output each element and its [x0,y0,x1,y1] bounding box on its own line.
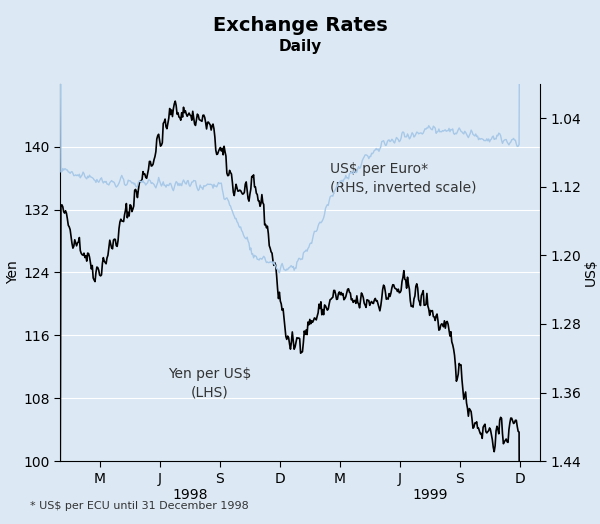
Text: Daily: Daily [278,39,322,54]
Text: * US$ per ECU until 31 December 1998: * US$ per ECU until 31 December 1998 [30,501,249,511]
Y-axis label: Yen: Yen [6,260,20,285]
Text: Yen per US$
(LHS): Yen per US$ (LHS) [169,367,251,399]
Text: US$ per Euro*
(RHS, inverted scale): US$ per Euro* (RHS, inverted scale) [330,162,476,195]
Text: Exchange Rates: Exchange Rates [212,16,388,35]
Text: 1998: 1998 [172,487,208,501]
Text: 1999: 1999 [412,487,448,501]
Y-axis label: US$: US$ [584,259,598,286]
